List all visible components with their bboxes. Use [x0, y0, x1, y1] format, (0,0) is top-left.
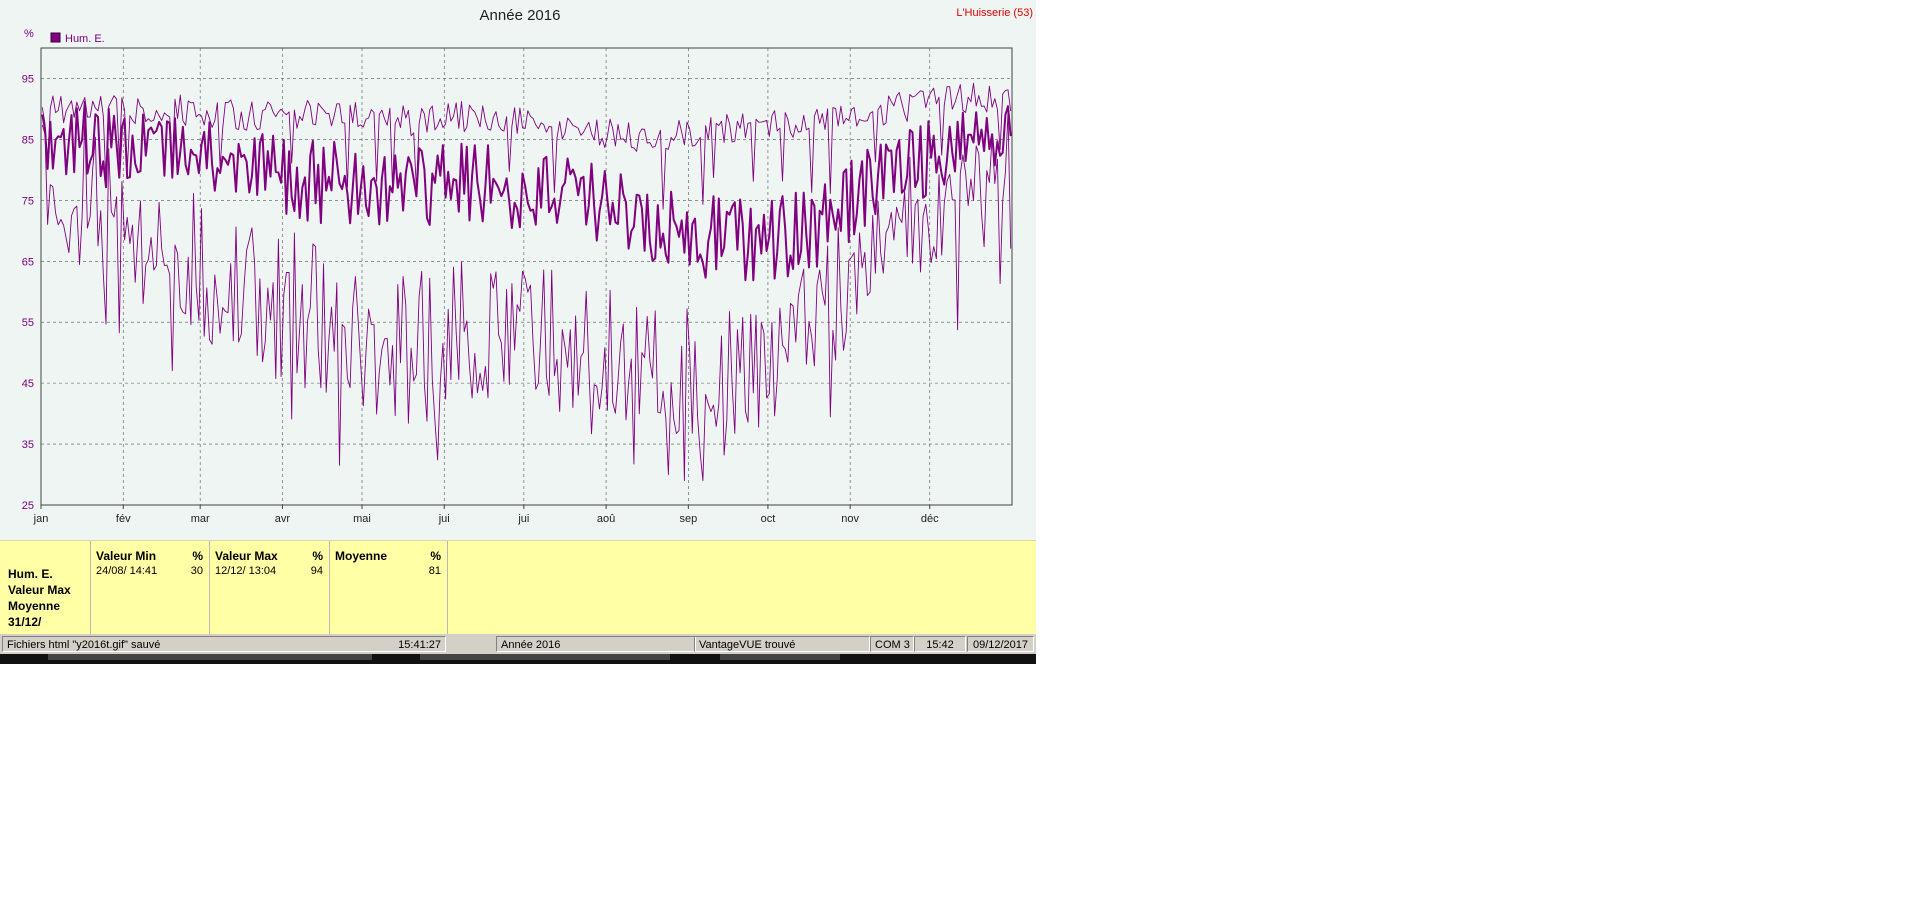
- row-label: Hum. E.: [8, 567, 53, 581]
- status-device: VantageVUE trouvé: [694, 636, 870, 652]
- weather-app-window: Année 2016 L'Huisserie (53) % Hum. E. 25…: [0, 0, 1036, 664]
- status-message: Fichiers html "y2016t.gif" sauvé: [7, 639, 161, 651]
- x-tick-label: sep: [679, 513, 697, 525]
- legend-swatch: [50, 32, 61, 43]
- status-port: COM 3: [870, 636, 914, 652]
- x-tick-label: aoû: [597, 513, 615, 525]
- x-tick-label: jan: [33, 513, 49, 525]
- stats-min-column: Valeur Min % 24/08/ 14:41 30: [90, 541, 210, 635]
- y-tick-label: 75: [22, 195, 34, 207]
- status-bar: Fichiers html "y2016t.gif" sauvé 15:41:2…: [0, 634, 1036, 654]
- taskbar-button[interactable]: [48, 654, 372, 660]
- x-tick-label: déc: [921, 513, 939, 525]
- min-value: 30: [190, 565, 203, 577]
- taskbar-strip: [0, 654, 1036, 664]
- y-tick-label: 95: [22, 73, 34, 85]
- y-tick-label: 85: [22, 134, 34, 146]
- y-tick-labels: 25 35 45 55 65 75 85 95: [22, 73, 34, 512]
- status-time: 15:41:27: [398, 639, 441, 651]
- max-unit: %: [312, 549, 323, 563]
- status-period: Année 2016: [496, 636, 696, 652]
- status-date: 09/12/2017: [967, 636, 1034, 652]
- max-value: 94: [310, 565, 323, 577]
- mean-value: 81: [428, 565, 441, 577]
- stats-mean-column: Moyenne % 81: [329, 541, 448, 635]
- station-name: L'Huisserie (53): [956, 7, 1033, 19]
- statistics-panel: Hum. E. Valeur Max Moyenne 31/12/ Valeur…: [0, 540, 1036, 635]
- x-tick-label: nov: [841, 513, 859, 525]
- y-tick-label: 65: [22, 256, 34, 268]
- status-message-panel: Fichiers html "y2016t.gif" sauvé 15:41:2…: [2, 636, 446, 652]
- series-line-max: [41, 82, 1012, 210]
- x-tick-label: fév: [116, 513, 131, 525]
- mean-header: Moyenne: [335, 549, 388, 563]
- chart-area: Année 2016 L'Huisserie (53) % Hum. E. 25…: [0, 0, 1036, 540]
- max-header: Valeur Max: [215, 549, 278, 563]
- status-clock: 15:42: [914, 636, 966, 652]
- min-unit: %: [192, 549, 203, 563]
- x-tick-labels: jan fév mar avr mai jui jui aoû sep oct nov déc: [33, 513, 939, 525]
- row-label: Valeur Max: [8, 583, 71, 597]
- legend-label: Hum. E.: [65, 33, 105, 45]
- x-tick-label: mar: [191, 513, 210, 525]
- min-header: Valeur Min: [96, 549, 157, 563]
- max-date: 12/12/ 13:04: [215, 565, 277, 577]
- y-unit-label: %: [24, 28, 34, 40]
- chart-title: Année 2016: [480, 7, 561, 24]
- y-tick-label: 35: [22, 439, 34, 451]
- taskbar-button[interactable]: [720, 654, 840, 660]
- y-tick-label: 55: [22, 317, 34, 329]
- x-tick-label: jui: [438, 513, 450, 525]
- taskbar-button[interactable]: [420, 654, 670, 660]
- stats-max-column: Valeur Max % 12/12/ 13:04 94: [209, 541, 330, 635]
- mean-unit: %: [430, 549, 441, 563]
- y-tick-label: 25: [22, 500, 34, 512]
- y-tick-label: 45: [22, 378, 34, 390]
- stats-row-labels: Hum. E. Valeur Max Moyenne 31/12/: [8, 566, 71, 630]
- x-tick-label: oct: [761, 513, 776, 525]
- x-tick-label: avr: [275, 513, 291, 525]
- stats-labels-column: Hum. E. Valeur Max Moyenne 31/12/: [0, 541, 91, 635]
- grid-lines: [40, 48, 1012, 509]
- min-date: 24/08/ 14:41: [96, 565, 158, 577]
- series-lines: [41, 82, 1012, 482]
- series-line-mean: [41, 100, 1012, 282]
- series-line-min: [41, 111, 1012, 482]
- x-tick-label: mai: [353, 513, 371, 525]
- row-label: Moyenne: [8, 599, 61, 613]
- x-tick-label: jui: [517, 513, 529, 525]
- humidity-chart: Année 2016 L'Huisserie (53) % Hum. E. 25…: [22, 7, 1033, 525]
- row-label: 31/12/: [8, 615, 42, 629]
